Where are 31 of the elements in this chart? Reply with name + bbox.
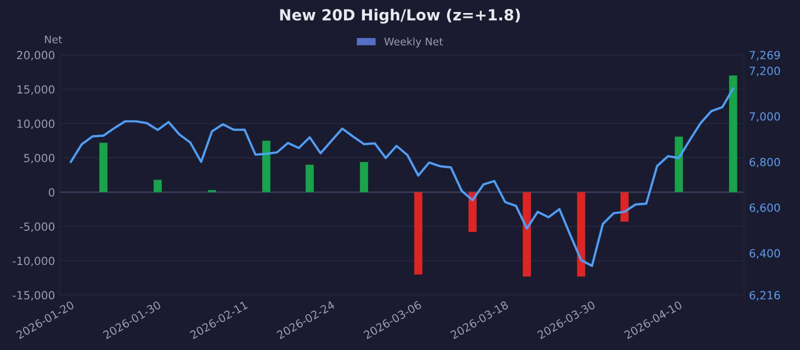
bar [577, 192, 586, 277]
bar [154, 180, 162, 192]
text: Weekly Net [384, 37, 443, 48]
y-tick-label: 10,000 [17, 120, 54, 130]
bar [522, 192, 531, 277]
y-axis-title: Net [45, 36, 62, 44]
y-tick-label: 15,000 [17, 85, 54, 95]
y-tick-label: -10,000 [12, 256, 54, 266]
y-tick-label: 0 [48, 188, 54, 197]
line-series [70, 87, 734, 267]
y2-tick-label: 6,800 [750, 158, 780, 168]
y2-tick-label: 7,200 [750, 66, 780, 76]
y-tick-label: 5,000 [24, 154, 54, 164]
y-tick-label: 20,000 [17, 50, 54, 60]
bar [414, 192, 422, 274]
bar [468, 192, 477, 232]
bar [360, 162, 368, 192]
chart-title: New 20D High/Low (z=+1.8) [280, 8, 520, 24]
bar [306, 164, 314, 192]
y2-tick-label: 6,600 [750, 203, 780, 214]
y2-tick-label: 7,269 [750, 50, 780, 60]
bar [620, 192, 629, 222]
y2-tick-label: 6,216 [750, 291, 780, 301]
bar [99, 142, 108, 192]
y-tick-label: -5,000 [20, 222, 54, 232]
y2-tick-label: 7,000 [750, 112, 780, 122]
bar [729, 76, 738, 192]
bar [674, 136, 683, 192]
y-tick-label: -15,000 [12, 291, 54, 301]
bar [262, 140, 270, 192]
y2-tick-label: 6,400 [750, 249, 780, 259]
